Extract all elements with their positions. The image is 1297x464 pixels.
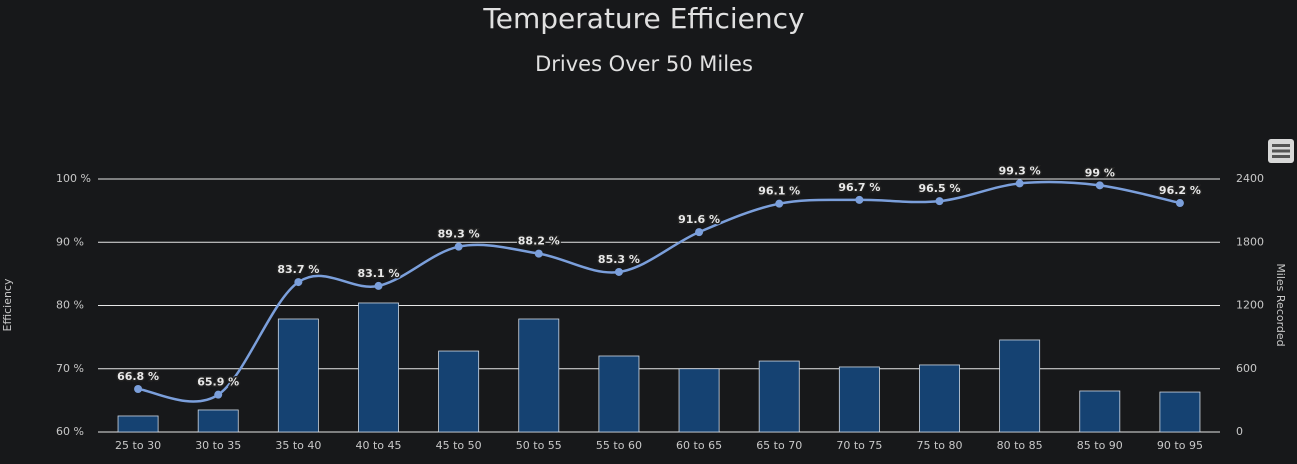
menu-button[interactable] [1268,139,1294,163]
x-tick-label: 70 to 75 [836,439,882,452]
bar [678,368,720,433]
y2-tick-label: 600 [1236,362,1257,375]
menu-bar [1272,144,1290,147]
data-label: 85.3 % [598,253,640,266]
data-label: 83.1 % [358,267,400,280]
line-point [695,228,704,237]
x-tick-label: 35 to 40 [275,439,321,452]
line-point [775,199,784,208]
bar [919,364,960,433]
x-tick-label: 55 to 60 [596,439,642,452]
bar [1079,390,1121,433]
line-point [1095,181,1104,190]
data-label: 96.1 % [758,185,800,198]
line-point [1175,199,1184,208]
data-label: 99.3 % [999,164,1041,177]
data-label: 96.5 % [919,182,961,195]
line-point [614,267,623,276]
y-tick-label: 70 % [56,362,84,375]
bar [358,302,399,433]
y-tick-label: 90 % [56,235,84,248]
chart-title: Temperature Efficiency [482,2,804,35]
x-tick-label: 40 to 45 [355,439,401,452]
y2-tick-label: 2400 [1236,172,1264,185]
bar [117,415,159,433]
line-point [935,197,944,206]
x-tick-label: 25 to 30 [115,439,161,452]
x-tick-label: 45 to 50 [436,439,482,452]
data-label: 99 % [1085,166,1115,179]
menu-bar [1272,149,1290,153]
data-label: 65.9 % [197,376,239,389]
bar [838,366,880,433]
x-tick-label: 30 to 35 [195,439,241,452]
line-point [855,195,864,204]
line-point [1015,179,1024,188]
line-point [294,278,303,287]
bar [1159,391,1201,433]
bar [999,339,1041,433]
bar [518,318,560,433]
data-label: 96.2 % [1159,184,1201,197]
x-tick-label: 75 to 80 [916,439,962,452]
bar [197,409,239,433]
data-label: 91.6 % [678,213,720,226]
y2-tick-label: 1200 [1236,299,1264,312]
x-tick-label: 60 to 65 [676,439,722,452]
x-tick-label: 85 to 90 [1077,439,1123,452]
menu-bar [1272,155,1290,158]
data-label: 96.7 % [838,181,880,194]
y-tick-label: 80 % [56,299,84,312]
chart-subtitle: Drives Over 50 Miles [535,52,753,76]
x-tick-label: 90 to 95 [1157,439,1203,452]
x-tick-label: 50 to 55 [516,439,562,452]
line-point [374,281,383,290]
line-point [214,390,223,399]
y2-tick-label: 0 [1236,425,1243,438]
y-axis-title: Efficiency [1,278,14,331]
line-point [454,242,463,251]
data-label: 83.7 % [277,263,319,276]
bar [598,355,640,433]
x-tick-label: 65 to 70 [756,439,802,452]
x-tick-label: 80 to 85 [997,439,1043,452]
line-point [534,249,543,258]
bar [758,360,800,433]
y-tick-label: 60 % [56,425,84,438]
y-tick-label: 100 % [56,172,91,185]
bar [277,318,319,433]
y2-tick-label: 1800 [1236,235,1264,248]
y2-axis-title: Miles Recorded [1274,263,1287,346]
data-label: 89.3 % [438,228,480,241]
data-label: 88.2 % [518,235,560,248]
bar [438,350,480,433]
data-label: 66.8 % [117,370,159,383]
line-point [134,384,143,393]
